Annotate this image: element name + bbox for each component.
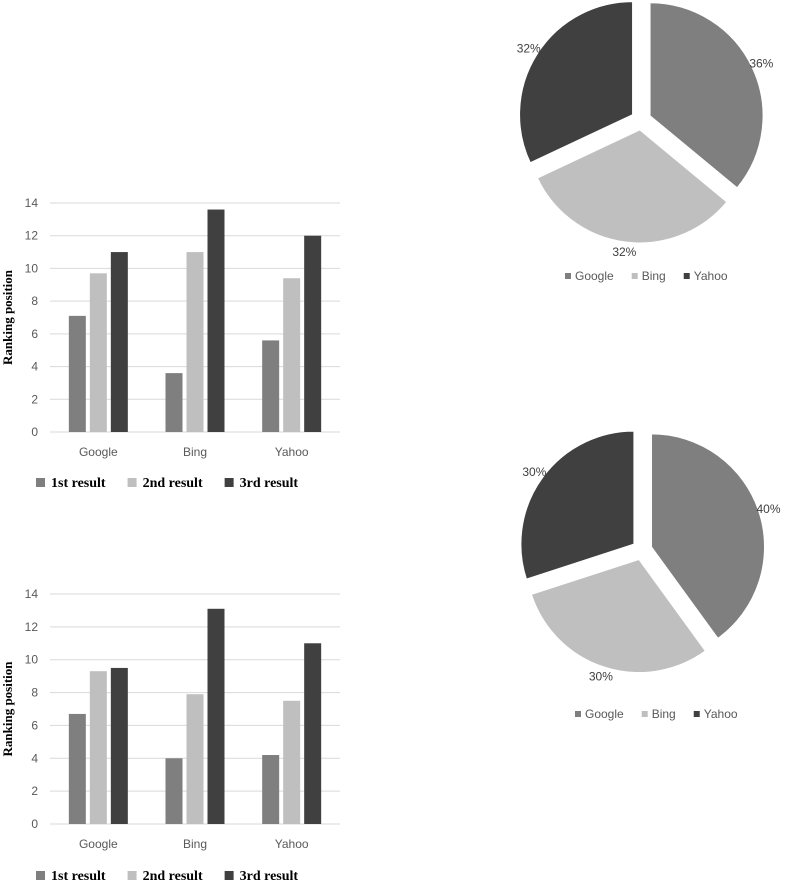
pie-chart-2: 40% 30% 30% Google Bing Yahoo (470, 430, 790, 730)
bar-chart-1-bar (304, 235, 322, 432)
bar-chart-1-bar (110, 252, 128, 432)
bar-chart-1-legend-label: 2nd result (143, 476, 203, 491)
pie-chart-2-legend-label: Bing (652, 707, 676, 721)
bar-chart-1-legend-swatch (36, 478, 45, 487)
bar-chart-1-bar (165, 373, 183, 432)
bar-chart-2-legend-label: 2nd result (143, 869, 203, 883)
bar-chart-2-y-tick-label: 8 (31, 686, 38, 700)
pie-chart-2-legend-swatch (693, 711, 700, 717)
pie-chart-1: 36% 32% 32% Google Bing Yahoo (470, 0, 790, 290)
bar-chart-2-y-axis-label: Ranking position (0, 661, 15, 757)
pie-chart-2-slice-yahoo (520, 430, 635, 580)
bar-chart-1-bar (283, 278, 301, 432)
bar-chart-1-x-tick-label: Bing (183, 445, 207, 459)
pie-chart-1-data-label: 36% (749, 56, 773, 70)
pie-chart-2-data-label: 40% (756, 502, 780, 516)
pie-chart-2-slice-google (651, 433, 765, 640)
bar-chart-2-bar (110, 667, 128, 824)
pie-chart-2-legend-swatch (575, 711, 581, 717)
bar-chart-1-y-tick-label: 0 (31, 425, 38, 439)
pie-chart-1-legend-swatch (683, 273, 690, 279)
pie-chart-1-slice-yahoo (519, 1, 634, 164)
pie-chart-1-legend-label: Google (575, 269, 614, 283)
bar-chart-2-legend-swatch (224, 871, 234, 880)
bar-chart-1-legend-swatch (127, 478, 137, 487)
bar-chart-2-legend-label: 1st result (51, 869, 106, 883)
bar-chart-1-bar (89, 273, 107, 432)
bar-chart-1-y-tick-label: 6 (31, 327, 38, 341)
pie-chart-1-legend-label: Bing (642, 269, 666, 283)
bar-chart-2-x-tick-label: Bing (183, 837, 207, 851)
pie-chart-1-data-label: 32% (612, 245, 636, 259)
bar-chart-1-y-tick-label: 12 (25, 229, 39, 243)
bar-chart-1-bar (186, 252, 204, 432)
bar-chart-1-x-tick-label: Google (79, 445, 118, 459)
bar-chart-1-legend-label: 3rd result (240, 476, 299, 491)
pie-chart-2-data-label: 30% (522, 465, 546, 479)
pie-chart-2-legend-swatch (641, 711, 648, 717)
bar-chart-2-bar (68, 713, 86, 824)
bar-chart-2-bar (165, 758, 183, 824)
pie-chart-2-slice-bing (530, 558, 707, 673)
bar-chart-2-x-tick-label: Google (79, 837, 118, 851)
bar-chart-1-bar (68, 315, 86, 432)
bar-chart-1-legend-label: 1st result (51, 476, 106, 491)
bar-chart-2-y-tick-label: 0 (31, 817, 38, 831)
bar-chart-1-legend-swatch (224, 478, 234, 487)
bar-chart-2-bar (186, 694, 204, 824)
bar-chart-2-y-tick-label: 14 (25, 587, 39, 601)
bar-chart-1-y-tick-label: 8 (31, 294, 38, 308)
bar-chart-2-bar (283, 700, 301, 824)
bar-chart-2-legend-label: 3rd result (240, 869, 299, 883)
bar-chart-1-x-tick-label: Yahoo (275, 445, 309, 459)
bar-chart-1-y-tick-label: 2 (31, 392, 38, 406)
bar-chart-2-y-tick-label: 4 (31, 751, 38, 765)
bar-chart-2-bar (262, 755, 280, 824)
bar-chart-2-x-tick-label: Yahoo (275, 837, 309, 851)
bar-chart-1-svg: 0 2 4 6 8 10 12 14 Ranking position Google Bing Yah… (0, 196, 340, 491)
pie-chart-1-svg: 36% 32% 32% Google Bing Yahoo (517, 1, 774, 283)
bar-chart-2-y-tick-label: 10 (25, 653, 39, 667)
pie-chart-2-legend-label: Google (585, 707, 624, 721)
bar-chart-2-bar (89, 671, 107, 824)
bar-chart-1-y-tick-label: 10 (25, 261, 39, 275)
pie-chart-1-data-label: 32% (517, 42, 541, 56)
bar-chart-1-y-axis-label: Ranking position (0, 269, 15, 365)
pie-chart-2-data-label: 30% (589, 669, 613, 683)
bar-chart-2-bar (304, 643, 322, 824)
bar-chart-1-bar (207, 209, 225, 432)
bar-chart-2-svg: 0 2 4 6 8 10 12 14 Ranking position Google Bing Yah… (0, 587, 340, 884)
pie-chart-1-legend-swatch (565, 273, 571, 279)
bar-chart-1: 0 2 4 6 8 10 12 14 Ranking position Google Bing Yah… (0, 185, 360, 505)
pie-chart-2-legend-label: Yahoo (704, 707, 738, 721)
bar-chart-2-y-tick-label: 6 (31, 718, 38, 732)
bar-chart-2-y-tick-label: 12 (25, 620, 39, 634)
bar-chart-2: 0 2 4 6 8 10 12 14 Ranking position Google Bing Yah… (0, 578, 360, 884)
pie-chart-1-legend-label: Yahoo (694, 269, 728, 283)
bar-chart-2-bar (207, 608, 225, 824)
bar-chart-1-y-tick-label: 14 (25, 196, 39, 210)
pie-chart-1-legend-swatch (631, 273, 638, 279)
bar-chart-1-y-tick-label: 4 (31, 360, 38, 374)
pie-chart-2-svg: 40% 30% 30% Google Bing Yahoo (520, 430, 781, 721)
bar-chart-2-legend-swatch (36, 871, 45, 880)
bar-chart-2-y-tick-label: 2 (31, 784, 38, 798)
bar-chart-2-legend-swatch (127, 871, 137, 880)
pie-chart-1-slice-bing (536, 129, 728, 244)
bar-chart-1-bar (262, 340, 280, 432)
pie-chart-1-slice-google (649, 2, 764, 189)
